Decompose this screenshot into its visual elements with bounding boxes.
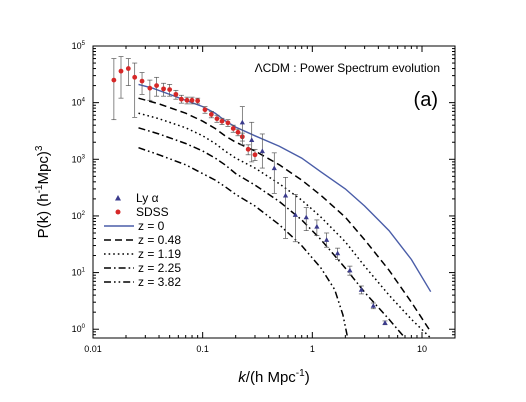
- sdss-point: [219, 118, 225, 124]
- y-tick-label: 102: [72, 211, 86, 221]
- sdss-point: [147, 85, 153, 91]
- y-tick-base: 10: [72, 324, 82, 334]
- y-tick-label: 100: [72, 324, 86, 334]
- sdss-point: [214, 116, 220, 122]
- lyalpha-point: [314, 223, 320, 229]
- y-tick-exp: 1: [82, 268, 86, 274]
- x-axis-title-k: k: [238, 369, 247, 386]
- y-tick-base: 10: [72, 41, 82, 51]
- sdss-point: [252, 152, 258, 158]
- legend-label: z = 3.82: [138, 275, 181, 289]
- sdss-point: [161, 86, 166, 92]
- lyalpha-point: [271, 165, 277, 171]
- curve-z-1-19: [138, 112, 432, 339]
- sdss-point: [111, 77, 117, 83]
- legend-label: z = 1.19: [138, 247, 181, 261]
- x-axis-title-close: ): [305, 369, 310, 386]
- y-axis-title-mpc: Mpc): [35, 151, 52, 184]
- lyalpha-point: [370, 303, 376, 308]
- sdss-point: [118, 68, 124, 74]
- sdss-point: [179, 96, 184, 102]
- lyalpha-point: [358, 287, 364, 292]
- x-tick-label: 0.01: [84, 344, 102, 354]
- lyalpha-point: [303, 214, 309, 220]
- sdss-point: [225, 120, 231, 126]
- y-tick-base: 10: [72, 154, 82, 164]
- y-tick-exp: 2: [82, 211, 86, 217]
- x-axis-title-unit: /(h Mpc: [246, 369, 297, 386]
- lyalpha-point: [334, 250, 341, 256]
- panel-label: (a): [414, 89, 438, 111]
- lyalpha-point: [249, 137, 255, 142]
- lyalpha-point: [347, 267, 353, 273]
- y-axis-title-exp2: 3: [34, 145, 45, 151]
- sdss-point: [235, 129, 241, 135]
- lyalpha-point: [382, 320, 388, 325]
- x-tick-label: 1: [310, 344, 315, 354]
- sdss-point: [154, 83, 159, 88]
- sdss-point: [184, 97, 190, 103]
- lyalpha-point: [292, 212, 298, 217]
- legend-label: z = 0.48: [138, 233, 181, 247]
- sdss-point: [125, 66, 131, 71]
- sdss-point: [132, 74, 138, 80]
- y-tick-base: 10: [72, 98, 82, 108]
- lyalpha-point: [324, 237, 330, 242]
- curve-z-0: [138, 83, 432, 293]
- plot-frame: [92, 45, 456, 339]
- y-axis-title-exp1: -1: [34, 184, 45, 193]
- sdss-point: [189, 97, 195, 103]
- sdss-point: [167, 87, 173, 92]
- x-axis-title-exp: -1: [296, 368, 305, 379]
- y-tick-label: 105: [72, 41, 86, 51]
- x-axis-title: k/(h Mpc-1): [238, 368, 309, 386]
- y-axis-title: P(k) (h-1Mpc)3: [34, 145, 52, 238]
- lyalpha-point: [239, 119, 245, 125]
- y-tick-label: 101: [72, 268, 86, 278]
- annotation-title: ΛCDM : Power Spectrum evolution: [255, 61, 440, 75]
- curve-z-0-48: [138, 97, 432, 333]
- sdss-point: [245, 146, 251, 152]
- lyalpha-point: [259, 148, 265, 154]
- data-points: [111, 56, 388, 326]
- sdss-point: [139, 78, 145, 84]
- x-tick-label: 0.1: [196, 344, 209, 354]
- y-axis-title-pk: P(k) (h: [35, 193, 52, 238]
- y-tick-exp: 5: [82, 41, 86, 47]
- sdss-point: [202, 107, 208, 113]
- model-curves: [138, 83, 432, 339]
- sdss-point: [208, 112, 214, 117]
- legend-label: Ly α: [136, 191, 159, 205]
- y-tick-label: 104: [72, 98, 86, 108]
- sdss-point: [173, 91, 179, 97]
- y-tick-label: 103: [72, 154, 86, 164]
- y-tick-exp: 3: [82, 154, 86, 160]
- x-tick-label: 10: [417, 344, 427, 354]
- legend-sdss-marker: [115, 209, 121, 215]
- y-tick-base: 10: [72, 211, 82, 221]
- curve-z-3-82: [138, 146, 349, 339]
- legend-label: z = 2.25: [138, 261, 181, 275]
- legend-label: SDSS: [136, 205, 169, 219]
- sdss-point: [230, 126, 236, 131]
- legend-label: z = 0: [138, 219, 165, 233]
- sdss-point: [195, 98, 201, 104]
- y-tick-exp: 0: [82, 324, 86, 330]
- lyalpha-point: [282, 192, 289, 198]
- y-tick-base: 10: [72, 268, 82, 278]
- legend-lyalpha-marker: [115, 195, 121, 201]
- y-tick-exp: 4: [82, 98, 86, 104]
